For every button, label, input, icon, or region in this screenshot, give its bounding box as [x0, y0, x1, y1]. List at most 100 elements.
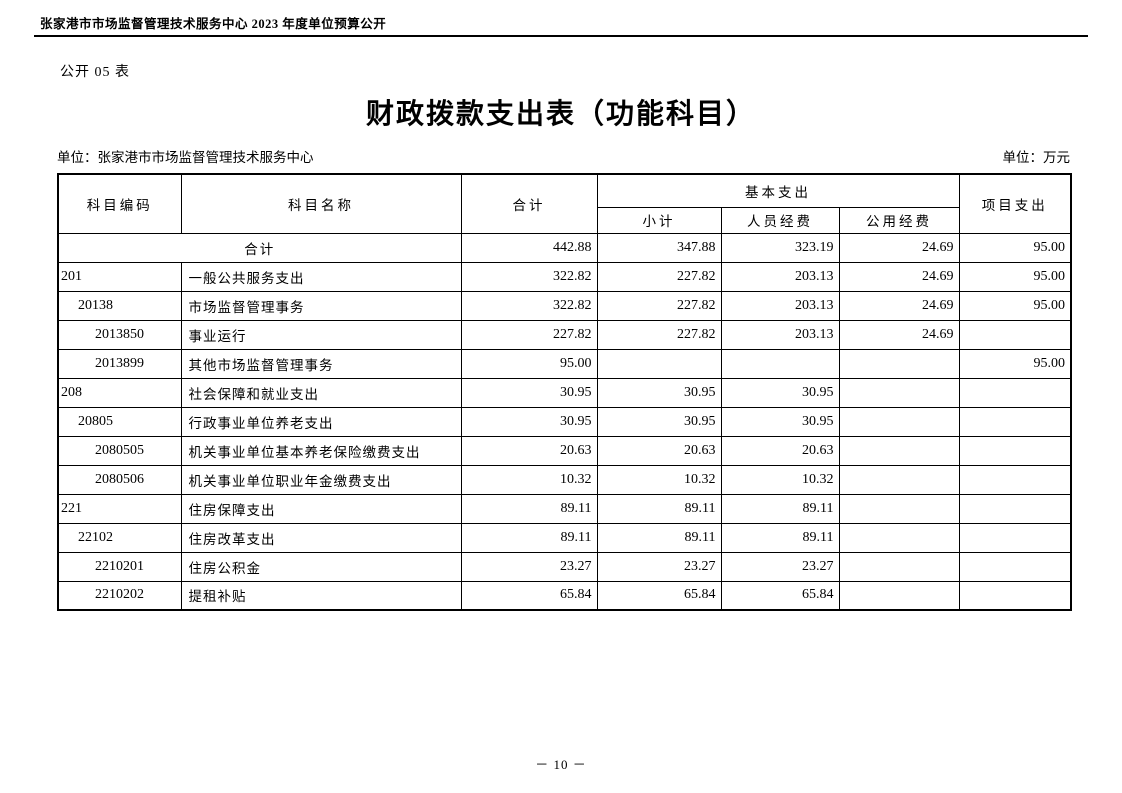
code-cell: 2210202	[57, 580, 182, 611]
page-number: － 10 －	[535, 757, 587, 772]
project-cell: 95.00	[958, 290, 1072, 321]
project-cell: 95.00	[958, 261, 1072, 292]
document-header-text: 张家港市市场监督管理技术服务中心 2023 年度单位预算公开	[40, 17, 387, 31]
total-cell: 322.82	[460, 290, 598, 321]
header-name: 科目名称	[180, 173, 462, 234]
personnel-cell	[720, 348, 840, 379]
code-cell: 2080505	[57, 435, 182, 466]
table-row: 20805 行政事业单位养老支出 30.95 30.95 30.95	[57, 406, 1072, 437]
public-cell: 24.69	[838, 232, 960, 263]
project-cell	[958, 551, 1072, 582]
header-public: 公用经费	[838, 206, 960, 234]
basic-subtotal-cell: 227.82	[596, 290, 722, 321]
personnel-cell: 203.13	[720, 290, 840, 321]
basic-subtotal-cell: 347.88	[596, 232, 722, 263]
table-row: 22102 住房改革支出 89.11 89.11 89.11	[57, 522, 1072, 553]
public-cell	[838, 551, 960, 582]
name-cell: 提租补贴	[180, 580, 462, 611]
public-cell: 24.69	[838, 290, 960, 321]
header-personnel: 人员经费	[720, 206, 840, 234]
personnel-cell: 89.11	[720, 522, 840, 553]
public-cell	[838, 493, 960, 524]
unit-row: 单位：张家港市市场监督管理技术服务中心 单位：万元	[57, 146, 1070, 166]
personnel-cell: 203.13	[720, 261, 840, 292]
sheet-label: 公开 05 表	[60, 65, 130, 80]
table-row: 2013850 事业运行 227.82 227.82 203.13 24.69	[57, 319, 1072, 350]
project-cell	[958, 319, 1072, 350]
personnel-cell: 30.95	[720, 406, 840, 437]
table-row: 2210202 提租补贴 65.84 65.84 65.84	[57, 580, 1072, 611]
total-cell: 20.63	[460, 435, 598, 466]
basic-subtotal-cell	[596, 348, 722, 379]
table-row: 合计 442.88 347.88 323.19 24.69 95.00	[57, 232, 1072, 263]
public-cell	[838, 522, 960, 553]
table-row: 208 社会保障和就业支出 30.95 30.95 30.95	[57, 377, 1072, 408]
name-cell: 机关事业单位职业年金缴费支出	[180, 464, 462, 495]
name-cell: 事业运行	[180, 319, 462, 350]
name-cell: 住房改革支出	[180, 522, 462, 553]
public-cell: 24.69	[838, 261, 960, 292]
name-cell: 其他市场监督管理事务	[180, 348, 462, 379]
name-cell: 市场监督管理事务	[180, 290, 462, 321]
project-cell: 95.00	[958, 232, 1072, 263]
basic-subtotal-cell: 10.32	[596, 464, 722, 495]
personnel-cell: 20.63	[720, 435, 840, 466]
public-cell	[838, 406, 960, 437]
code-cell: 2210201	[57, 551, 182, 582]
basic-subtotal-cell: 227.82	[596, 319, 722, 350]
budget-table: 科目编码 科目名称 合计 基本支出 项目支出 小计 人员经费 公用经费 合计 4…	[57, 173, 1073, 611]
public-cell	[838, 464, 960, 495]
personnel-cell: 30.95	[720, 377, 840, 408]
basic-subtotal-cell: 20.63	[596, 435, 722, 466]
name-cell: 行政事业单位养老支出	[180, 406, 462, 437]
name-cell: 住房保障支出	[180, 493, 462, 524]
total-cell: 10.32	[460, 464, 598, 495]
code-cell: 201	[57, 261, 182, 292]
total-cell: 89.11	[460, 493, 598, 524]
page-title: 财政拨款支出表（功能科目）	[365, 99, 756, 130]
header-project: 项目支出	[958, 173, 1072, 234]
personnel-cell: 323.19	[720, 232, 840, 263]
code-cell: 2013850	[57, 319, 182, 350]
project-cell	[958, 435, 1072, 466]
header-basic-subtotal: 小计	[596, 206, 722, 234]
project-cell: 95.00	[958, 348, 1072, 379]
total-cell: 30.95	[460, 377, 598, 408]
code-cell: 22102	[57, 522, 182, 553]
project-cell	[958, 406, 1072, 437]
personnel-cell: 10.32	[720, 464, 840, 495]
header-basic-group: 基本支出	[596, 173, 960, 208]
basic-subtotal-cell: 23.27	[596, 551, 722, 582]
table-row: 2080505 机关事业单位基本养老保险缴费支出 20.63 20.63 20.…	[57, 435, 1072, 466]
total-cell: 30.95	[460, 406, 598, 437]
table-header: 科目编码 科目名称 合计 基本支出 项目支出 小计 人员经费 公用经费	[57, 173, 1072, 234]
project-cell	[958, 580, 1072, 611]
project-cell	[958, 493, 1072, 524]
unit-currency-label: 单位：万元	[1002, 150, 1071, 165]
code-cell: 20138	[57, 290, 182, 321]
personnel-cell: 89.11	[720, 493, 840, 524]
public-cell	[838, 435, 960, 466]
total-cell: 442.88	[460, 232, 598, 263]
code-cell: 2080506	[57, 464, 182, 495]
table-row: 2210201 住房公积金 23.27 23.27 23.27	[57, 551, 1072, 582]
unit-name-label: 单位：张家港市市场监督管理技术服务中心	[57, 150, 314, 165]
public-cell	[838, 580, 960, 611]
public-cell	[838, 348, 960, 379]
public-cell	[838, 377, 960, 408]
project-cell	[958, 464, 1072, 495]
header-code: 科目编码	[57, 173, 182, 234]
table-row: 221 住房保障支出 89.11 89.11 89.11	[57, 493, 1072, 524]
total-cell: 89.11	[460, 522, 598, 553]
total-cell: 65.84	[460, 580, 598, 611]
total-cell: 95.00	[460, 348, 598, 379]
table-row: 2013899 其他市场监督管理事务 95.00 95.00	[57, 348, 1072, 379]
basic-subtotal-cell: 89.11	[596, 522, 722, 553]
project-cell	[958, 522, 1072, 553]
personnel-cell: 65.84	[720, 580, 840, 611]
project-cell	[958, 377, 1072, 408]
document-header: 张家港市市场监督管理技术服务中心 2023 年度单位预算公开	[34, 0, 1088, 37]
code-cell: 20805	[57, 406, 182, 437]
public-cell: 24.69	[838, 319, 960, 350]
